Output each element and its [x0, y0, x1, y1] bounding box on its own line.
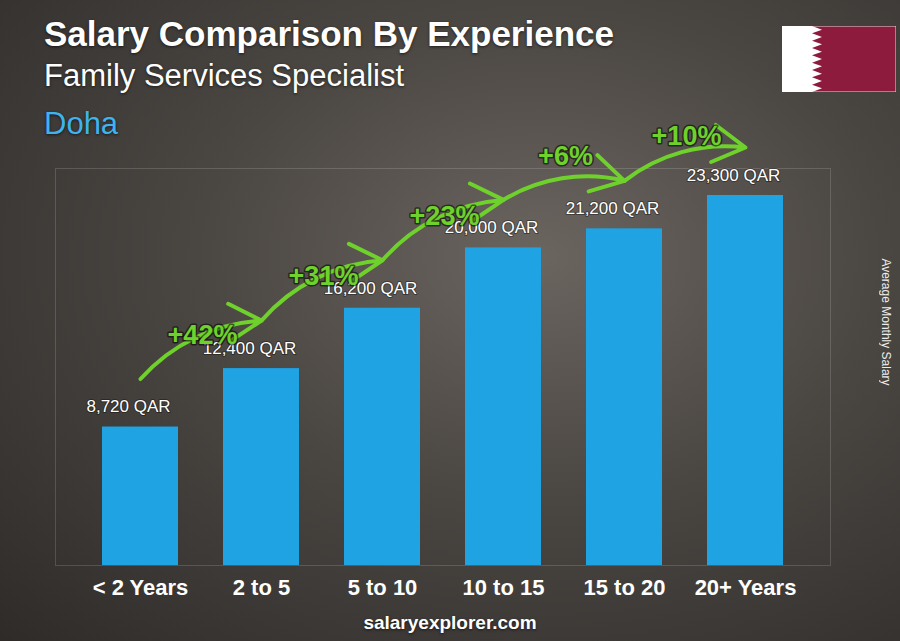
html-text:Doha: Doha — [44, 106, 119, 141]
svg-text:20+ Years: 20+ Years — [695, 575, 797, 600]
svg-text:12,400 QAR: 12,400 QAR — [202, 339, 297, 358]
html-text:salaryexplorer.com: salaryexplorer.com — [363, 612, 537, 633]
svg-text:< 2 Years: < 2 Years — [93, 575, 189, 600]
svg-text:21,200 QAR: 21,200 QAR — [566, 199, 660, 218]
svg-text:16,200 QAR: 16,200 QAR — [323, 278, 418, 298]
svg-text:23,300 QAR: 23,300 QAR — [687, 166, 781, 185]
svg-text:20,000 QAR: 20,000 QAR — [444, 218, 539, 238]
svg-text:10 to 15: 10 to 15 — [463, 575, 545, 600]
svg-text:+23%: +23% — [410, 201, 480, 231]
svg-text:+10%: +10% — [652, 121, 722, 151]
svg-text:5 to 10: 5 to 10 — [348, 575, 418, 600]
svg-text:+42%: +42% — [168, 320, 238, 350]
html-text:Average Monthly Salary: Average Monthly Salary — [879, 258, 893, 386]
svg-text:15 to 20: 15 to 20 — [584, 575, 666, 600]
svg-text:2 to 5: 2 to 5 — [233, 575, 290, 600]
svg-text:+31%: +31% — [289, 261, 359, 291]
svg-text:8,720 QAR: 8,720 QAR — [86, 397, 170, 416]
html-text:Family Services Specialist: Family Services Specialist — [44, 58, 404, 93]
html-text:Salary Comparison By Experienc: Salary Comparison By Experience — [44, 14, 614, 53]
svg-text:+6%: +6% — [538, 141, 593, 171]
